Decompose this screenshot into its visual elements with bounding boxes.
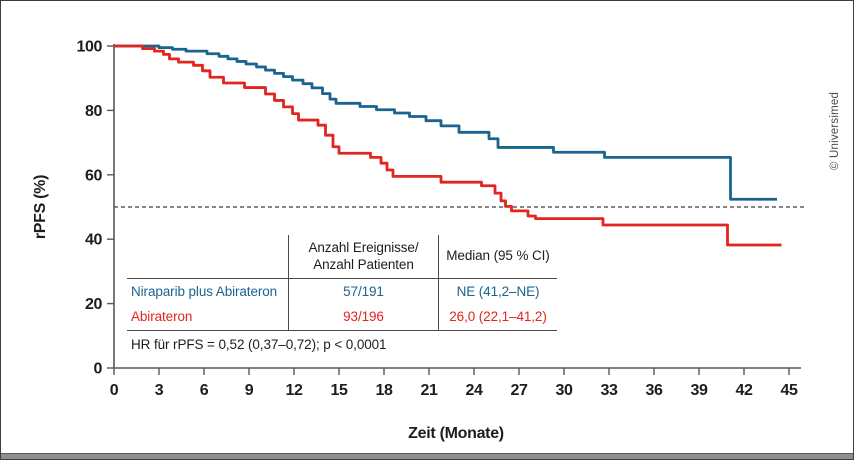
x-tick-label: 6 (200, 382, 209, 399)
x-tick-label: 36 (646, 382, 663, 399)
stats-header-empty (127, 235, 288, 279)
km-curve-abirateron (114, 44, 782, 247)
x-tick-label: 30 (556, 382, 573, 399)
hazard-ratio-note: HR für rPFS = 0,52 (0,37–0,72); p < 0,00… (131, 337, 387, 352)
x-tick-label: 9 (245, 382, 254, 399)
table-row-niraparib-label: Niraparib plus Abirateron (131, 283, 278, 299)
y-tick-label: 40 (85, 232, 102, 249)
x-tick-label: 18 (376, 382, 393, 399)
x-tick-label: 12 (286, 382, 303, 399)
y-tick-label: 100 (77, 39, 103, 56)
x-tick-label: 15 (331, 382, 348, 399)
x-tick-label: 39 (691, 382, 708, 399)
x-tick-label: 33 (601, 382, 618, 399)
x-tick-label: 42 (736, 382, 753, 399)
x-tick-label: 21 (421, 382, 438, 399)
y-tick-label: 80 (85, 103, 102, 120)
x-tick-label: 3 (155, 382, 164, 399)
x-tick-label: 24 (466, 382, 483, 399)
y-tick-label: 0 (94, 361, 103, 378)
y-tick-label: 60 (85, 167, 102, 184)
x-tick-label: 45 (781, 382, 798, 399)
table-row-abirateron-label: Abirateron (127, 305, 288, 331)
events-header-line1: Anzahl Ereignisse/ (308, 240, 419, 256)
km-curve-niraparib-plus-abirateron (114, 44, 777, 201)
stats-header-events: Anzahl Ereignisse/ Anzahl Patienten (288, 235, 438, 279)
x-axis-title: Zeit (Monate) (408, 425, 504, 442)
y-axis-title: rPFS (%) (32, 175, 49, 239)
median-header-label: Median (95 % CI) (446, 248, 550, 264)
table-row-niraparib-events: 57/191 (288, 279, 438, 305)
bottom-border-bar (1, 453, 853, 459)
table-row-abirateron-events: 93/196 (288, 305, 438, 331)
stats-table: Anzahl Ereignisse/ Anzahl Patienten Medi… (127, 235, 557, 331)
x-tick-label: 27 (511, 382, 528, 399)
x-tick-label: 0 (110, 382, 119, 399)
stats-header-median: Median (95 % CI) (438, 235, 557, 279)
y-tick-label: 20 (85, 296, 102, 313)
table-row-abirateron-median: 26,0 (22,1–41,2) (438, 305, 557, 331)
table-row-niraparib-median: NE (41,2–NE) (438, 279, 557, 305)
events-header-line2: Anzahl Patienten (313, 256, 414, 272)
copyright-label: © Universimed (829, 92, 841, 170)
